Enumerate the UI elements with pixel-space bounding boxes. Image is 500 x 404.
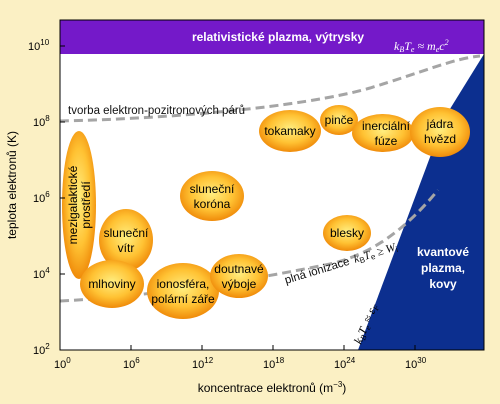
svg-text:polární záře: polární záře <box>151 292 215 306</box>
ionization-curve <box>59 189 440 303</box>
blob-inertial-fusion: inerciální fúze <box>352 114 414 152</box>
svg-text:mlhoviny: mlhoviny <box>88 277 135 291</box>
svg-text:koróna: koróna <box>194 197 231 211</box>
svg-text:blesky: blesky <box>330 226 364 240</box>
x-tick-label: 100 <box>54 356 71 371</box>
blob-glow-discharges: doutnavé výboje <box>210 254 268 298</box>
relativistic-label: relativistické plazma, výtrysky <box>192 30 364 44</box>
blob-solar-wind: sluneční vítr <box>99 209 153 271</box>
blob-nebulae: mlhoviny <box>80 260 144 308</box>
svg-text:doutnavé: doutnavé <box>214 262 264 276</box>
y-tick-label: 104 <box>33 266 50 281</box>
svg-text:mezigalaktické: mezigalaktické <box>66 165 80 244</box>
y-tick-marks <box>60 45 65 351</box>
relativistic-band <box>60 20 484 54</box>
svg-text:výboje: výboje <box>222 277 257 291</box>
x-tick-label: 1012 <box>192 356 214 371</box>
blob-stellar-cores: jádra hvězd <box>410 107 470 157</box>
x-tick-label: 1018 <box>263 356 285 371</box>
x-tick-label: 1030 <box>405 356 427 371</box>
blob-intergalactic: mezigalaktické prostředí <box>62 131 96 279</box>
x-tick-label: 106 <box>123 356 140 371</box>
svg-text:tokamaky: tokamaky <box>264 124 315 138</box>
blob-ionosphere: ionosféra, polární záře <box>147 263 219 319</box>
svg-text:vítr: vítr <box>118 241 135 255</box>
y-tick-label: 108 <box>33 114 50 129</box>
svg-text:jádra: jádra <box>426 117 454 131</box>
plot-frame <box>59 19 485 351</box>
svg-text:ionosféra,: ionosféra, <box>157 277 210 291</box>
pair-production-label: tvorba elektron-pozitronových párů <box>68 105 245 117</box>
fermi-formula: kBTe≈ εF <box>351 301 382 346</box>
svg-text:fúze: fúze <box>375 134 398 148</box>
quantum-label-line3: kovy <box>429 277 457 291</box>
x-tick-label: 1024 <box>334 356 356 371</box>
y-tick-label: 1010 <box>28 38 50 53</box>
blob-lightning: blesky <box>323 215 371 251</box>
y-axis-title: teplota elektronů (K) <box>5 131 19 239</box>
y-tick-label: 106 <box>33 190 50 205</box>
quantum-label-line2: plazma, <box>421 261 465 275</box>
relativistic-formula: kBTe ≈ mec2 <box>394 38 449 54</box>
blob-solar-corona: sluneční koróna <box>180 171 244 221</box>
blob-tokamaks: tokamaky <box>259 110 321 152</box>
svg-text:inerciální: inerciální <box>362 119 411 133</box>
x-tick-marks <box>59 345 416 350</box>
svg-text:sluneční: sluneční <box>190 182 235 196</box>
y-tick-label: 102 <box>33 342 50 357</box>
svg-text:prostředí: prostředí <box>79 181 93 229</box>
quantum-label-line1: kvantové <box>417 245 469 259</box>
svg-text:hvězd: hvězd <box>424 132 456 146</box>
svg-text:pinče: pinče <box>325 113 354 127</box>
blob-pinches: pinče <box>320 105 358 135</box>
svg-text:sluneční: sluneční <box>104 226 149 240</box>
x-axis-title: koncentrace elektronů (m−3) <box>198 380 347 395</box>
